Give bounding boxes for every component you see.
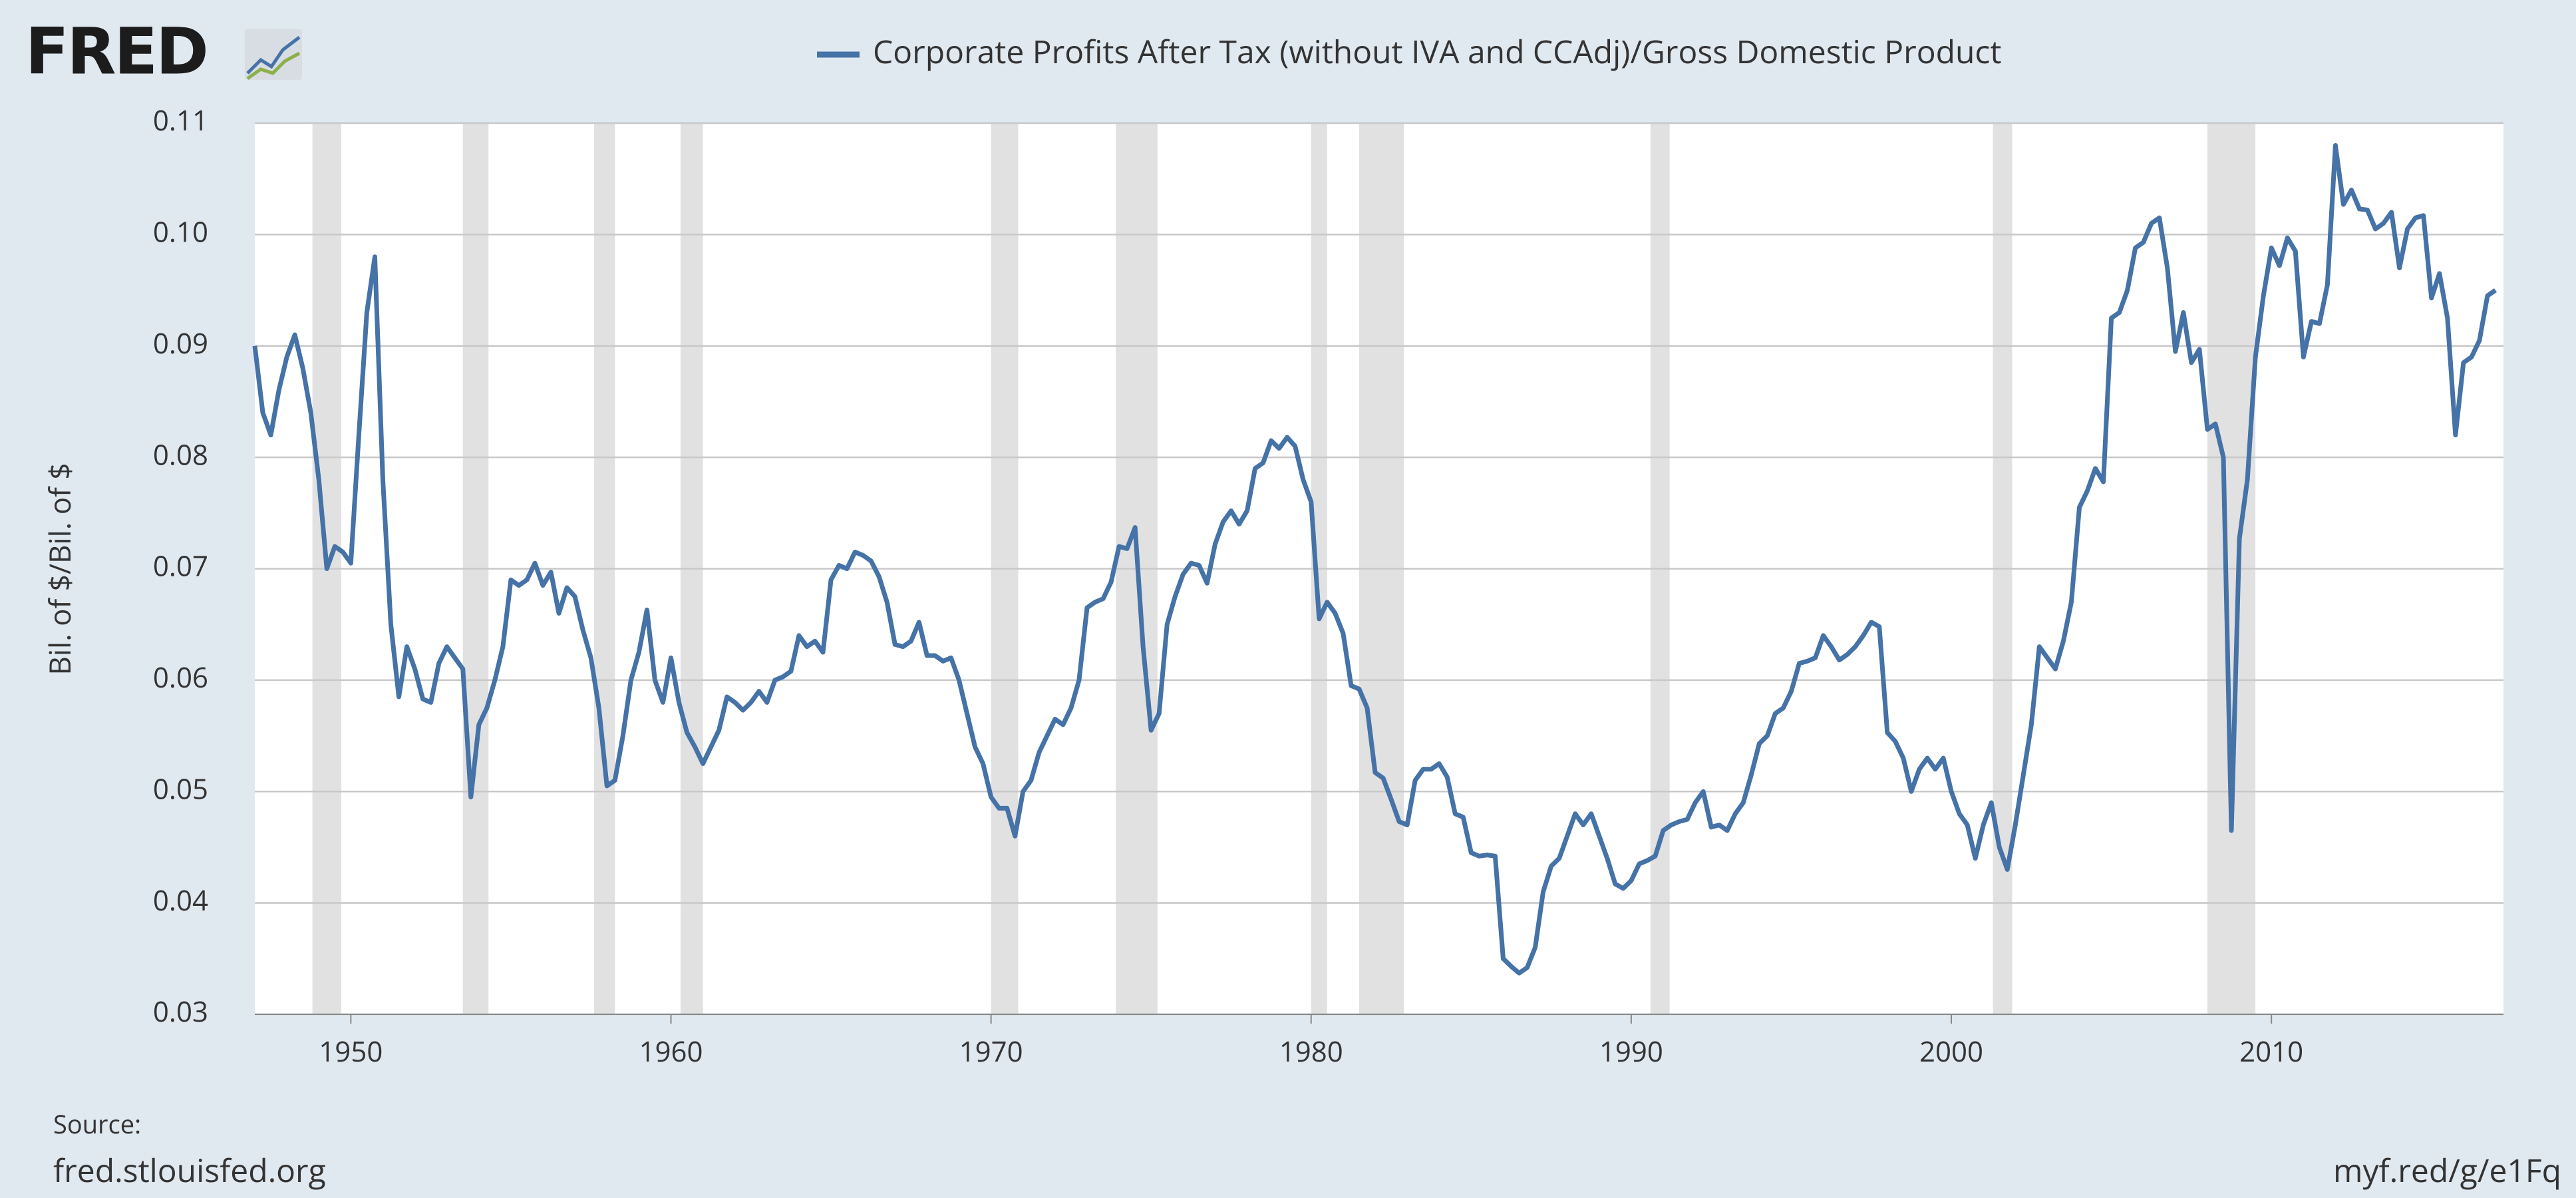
y-tick-label: 0.11 xyxy=(153,101,208,139)
y-tick-label: 0.08 xyxy=(153,435,208,473)
logo-icon-line xyxy=(246,36,301,75)
y-tick-label: 0.10 xyxy=(153,213,208,251)
x-tick-label: 1950 xyxy=(319,1032,383,1070)
x-tick-label: 1970 xyxy=(959,1032,1023,1070)
y-tick-label: 0.06 xyxy=(153,658,208,696)
series-line xyxy=(252,142,2497,976)
logo-icon-line xyxy=(246,51,301,81)
y-tick-label: 0.04 xyxy=(153,881,208,919)
x-tick-label: 2010 xyxy=(2239,1032,2303,1070)
source-label: Source: xyxy=(53,1107,141,1141)
x-tick-label: 1990 xyxy=(1599,1032,1663,1070)
y-tick-label: 0.09 xyxy=(153,324,208,362)
logo-icon-bg xyxy=(245,29,302,80)
source-link[interactable]: fred.stlouisfed.org xyxy=(53,1149,326,1192)
x-tick-label: 1960 xyxy=(639,1032,703,1070)
y-tick-label: 0.03 xyxy=(153,992,208,1030)
x-tick-label: 2000 xyxy=(1919,1032,1983,1070)
logo-icon xyxy=(245,29,302,81)
legend-label: Corporate Profits After Tax (without IVA… xyxy=(873,30,2002,73)
y-tick-label: 0.07 xyxy=(153,547,208,585)
short-url[interactable]: myf.red/g/e1Fq xyxy=(2333,1149,2561,1192)
y-axis-label: Bil. of $/Bil. of $ xyxy=(39,463,79,675)
y-tick-label: 0.05 xyxy=(153,769,208,807)
x-tick-label: 1980 xyxy=(1279,1032,1343,1070)
logo[interactable]: FRED xyxy=(25,14,209,89)
